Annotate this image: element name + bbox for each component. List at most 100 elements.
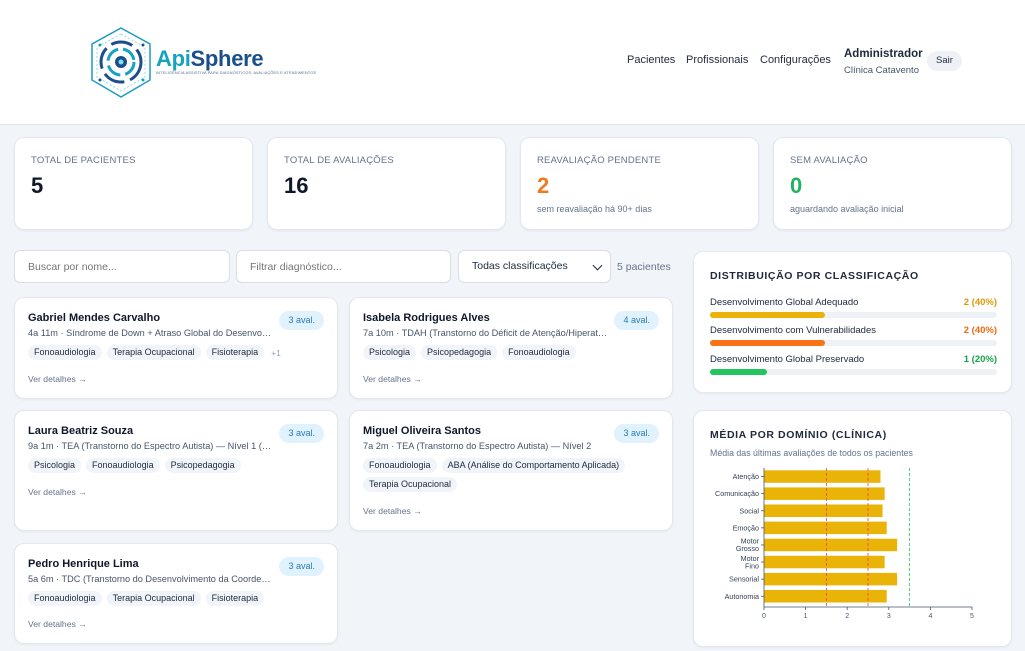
domain-chart-title: MÉDIA POR DOMÍNIO (CLÍNICA) — [710, 429, 887, 441]
stat-card-reavaliacao-pendente[interactable]: REAVALIAÇÃO PENDENTE 2 sem reavaliação h… — [520, 137, 759, 230]
domain-chart-subtitle: Média das últimas avaliações de todos os… — [710, 448, 913, 458]
stat-value: 5 — [31, 173, 44, 198]
chart-x-tick-label: 4 — [928, 613, 932, 620]
evaluation-count-badge: 3 aval. — [614, 424, 659, 443]
patient-info: 7a 2m · TEA (Transtorno do Espectro Auti… — [363, 441, 592, 451]
classification-select-value: Todas classificações — [472, 260, 568, 272]
therapy-tag: Fisioterapia — [205, 591, 265, 606]
chart-category-label: Emoção — [733, 523, 759, 532]
therapy-tag: Fonoaudiologia — [28, 345, 102, 360]
chart-x-tick-label: 0 — [762, 613, 766, 620]
patient-card[interactable]: Isabela Rodrigues Alves 7a 10m · TDAH (T… — [349, 297, 673, 399]
distribution-fill — [710, 340, 825, 346]
chart-bar — [764, 538, 898, 552]
stat-value: 16 — [284, 173, 309, 198]
distribution-track — [710, 312, 997, 318]
distribution-track — [710, 340, 997, 346]
distribution-panel: DISTRIBUIÇÃO POR CLASSIFICAÇÃO Desenvolv… — [693, 251, 1012, 393]
chart-bar — [764, 590, 887, 603]
distribution-fill — [710, 369, 768, 375]
distribution-track — [710, 369, 997, 375]
stat-value: 2 — [537, 173, 550, 198]
therapy-tags: Fonoaudiologia ABA (Análise do Comportam… — [363, 458, 659, 492]
therapy-tag: Psicopedagogia — [164, 458, 241, 473]
therapy-tags: Fonoaudiologia Terapia Ocupacional Fisio… — [28, 591, 324, 606]
patient-card[interactable]: Pedro Henrique Lima 5a 6m · TDC (Transto… — [14, 543, 338, 644]
chevron-down-icon — [592, 260, 603, 271]
chart-category-label: Motor — [741, 554, 760, 563]
brand-name-part-a: Api — [156, 46, 191, 71]
distribution-title: DISTRIBUIÇÃO POR CLASSIFICAÇÃO — [710, 270, 919, 282]
therapy-tag: Fonoaudiologia — [502, 345, 576, 360]
stat-subtitle: aguardando avaliação inicial — [790, 204, 904, 214]
distribution-fill — [710, 312, 825, 318]
stat-card-sem-avaliacao[interactable]: SEM AVALIAÇÃO 0 aguardando avaliação ini… — [773, 137, 1012, 230]
see-details-link[interactable]: Ver detalhes → — [28, 619, 87, 629]
logout-button[interactable]: Sair — [927, 51, 962, 71]
chart-category-label: Sensorial — [729, 575, 759, 584]
chart-category-label: Comunicação — [715, 489, 759, 498]
therapy-tag: Terapia Ocupacional — [363, 477, 458, 492]
distribution-value: 1 (20%) — [963, 354, 997, 365]
patient-name: Gabriel Mendes Carvalho — [28, 312, 161, 324]
therapy-tag: Fisioterapia — [205, 345, 265, 360]
top-header: ApiSphere INTELIGÊNCIA ASSISTIVA PARA DI… — [0, 0, 1025, 125]
therapy-tag: ABA (Análise do Comportamento Aplicada) — [441, 458, 626, 473]
chart-bar — [764, 487, 885, 500]
distribution-label: Desenvolvimento com Vulnerabilidades — [710, 325, 876, 336]
chart-category-label: Autonomia — [725, 592, 759, 601]
chart-x-tick-label: 1 — [804, 613, 808, 620]
brand-name: ApiSphere — [156, 46, 264, 72]
chart-category-label: Atenção — [733, 472, 759, 481]
see-details-link[interactable]: Ver detalhes → — [28, 374, 87, 384]
see-details-link[interactable]: Ver detalhes → — [363, 374, 422, 384]
domain-chart-panel: MÉDIA POR DOMÍNIO (CLÍNICA) Média das úl… — [693, 410, 1012, 647]
stat-card-total-avaliacoes: TOTAL DE AVALIAÇÕES 16 — [267, 137, 506, 230]
chart-bar — [764, 521, 887, 535]
chart-bar — [764, 504, 883, 517]
patient-info: 5a 6m · TDC (Transtorno do Desenvolvimen… — [28, 574, 273, 584]
nav-profissionais[interactable]: Profissionais — [686, 54, 749, 66]
nav-configuracoes[interactable]: Configurações — [760, 54, 831, 66]
stat-subtitle: sem reavaliação há 90+ dias — [537, 204, 652, 214]
therapy-tag: Psicopedagogia — [421, 345, 498, 360]
brand-name-part-b: Sphere — [190, 46, 264, 71]
therapy-tags: Psicologia Psicopedagogia Fonoaudiologia — [363, 345, 659, 360]
chart-x-tick-label: 5 — [970, 613, 974, 620]
chart-bar — [764, 470, 881, 483]
therapy-tag: Terapia Ocupacional — [106, 591, 201, 606]
logo-hexagon-icon — [91, 27, 151, 98]
stat-label: TOTAL DE AVALIAÇÕES — [284, 155, 394, 166]
therapy-tag: Fonoaudiologia — [86, 458, 160, 473]
classification-select[interactable]: Todas classificações — [458, 250, 611, 283]
chart-category-label: Grosso — [736, 544, 759, 553]
user-clinic: Clínica Catavento — [844, 65, 919, 76]
evaluation-count-badge: 4 aval. — [614, 311, 659, 330]
therapy-tags: Fonoaudiologia Terapia Ocupacional Fisio… — [28, 345, 324, 360]
patient-card[interactable]: Gabriel Mendes Carvalho 4a 11m · Síndrom… — [14, 297, 338, 399]
chart-category-label: Motor — [741, 537, 760, 546]
more-tags-count: +1 — [271, 347, 281, 358]
chart-bar — [764, 572, 898, 586]
diagnosis-filter-input[interactable] — [236, 250, 451, 283]
therapy-tags: Psicologia Fonoaudiologia Psicopedagogia — [28, 458, 324, 473]
patient-card[interactable]: Laura Beatriz Souza 9a 1m · TEA (Transto… — [14, 410, 338, 531]
search-input[interactable] — [14, 250, 230, 283]
therapy-tag: Psicologia — [28, 458, 82, 473]
therapy-tag: Terapia Ocupacional — [106, 345, 201, 360]
apisphere-logo[interactable] — [86, 25, 266, 100]
see-details-link[interactable]: Ver detalhes → — [363, 506, 422, 516]
see-details-link[interactable]: Ver detalhes → — [28, 487, 87, 497]
nav-pacientes[interactable]: Pacientes — [627, 54, 676, 66]
evaluation-count-badge: 3 aval. — [279, 424, 324, 443]
chart-category-label: Social — [739, 506, 759, 515]
stat-label: REAVALIAÇÃO PENDENTE — [537, 155, 662, 166]
therapy-tag: Fonoaudiologia — [363, 458, 437, 473]
patient-card[interactable]: Miguel Oliveira Santos 7a 2m · TEA (Tran… — [349, 410, 673, 531]
chart-bar — [764, 555, 885, 569]
therapy-tag: Fonoaudiologia — [28, 591, 102, 606]
patient-info: 7a 10m · TDAH (Transtorno do Déficit de … — [363, 328, 608, 338]
evaluation-count-badge: 3 aval. — [279, 311, 324, 330]
distribution-value: 2 (40%) — [963, 325, 997, 336]
patient-count: 5 pacientes — [617, 261, 671, 273]
